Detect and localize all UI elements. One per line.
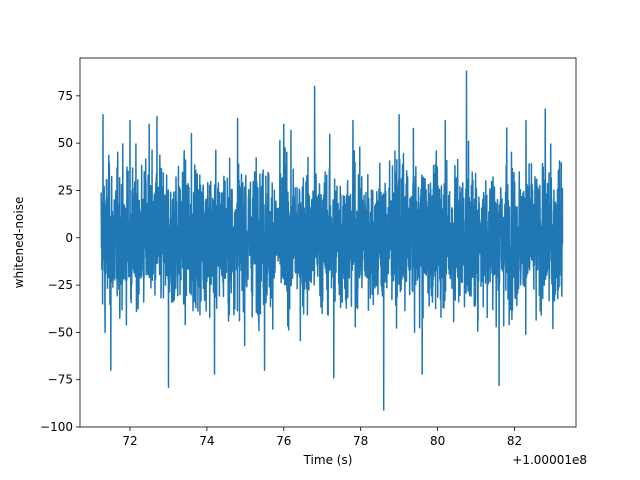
plot-area xyxy=(100,70,564,411)
y-tick-label: −75 xyxy=(48,373,73,387)
x-tick-label: 74 xyxy=(199,434,214,448)
y-tick-label: 50 xyxy=(58,136,73,150)
x-axis-offset-label: +1.00001e8 xyxy=(512,453,587,467)
noise-series-line xyxy=(100,70,564,411)
y-tick-label: 75 xyxy=(58,89,73,103)
axes-frame xyxy=(79,57,577,428)
x-axis-label: Time (s) xyxy=(303,453,353,467)
y-tick-label: −25 xyxy=(48,278,73,292)
y-axis-label: whitened-noise xyxy=(12,197,26,289)
x-tick-label: 78 xyxy=(353,434,368,448)
x-tick-label: 80 xyxy=(430,434,445,448)
x-tick-label: 76 xyxy=(276,434,291,448)
ticks: 72 74 76 78 80 82 −100 −75 −50 −25 0 25 50 75 xyxy=(40,89,522,448)
y-tick-label: 25 xyxy=(58,183,73,197)
x-tick-label: 72 xyxy=(122,434,137,448)
y-tick-label: 0 xyxy=(65,231,73,245)
y-tick-label: −100 xyxy=(40,420,73,434)
y-tick-label: −50 xyxy=(48,325,73,339)
x-tick-label: 82 xyxy=(507,434,522,448)
